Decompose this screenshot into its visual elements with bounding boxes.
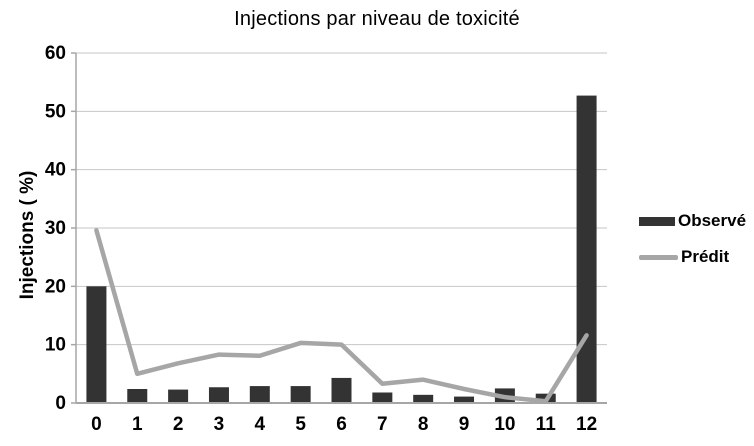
x-tick-label: 12 <box>576 414 597 435</box>
legend: Observé Prédit <box>639 210 754 282</box>
chart-title: Injections par niveau de toxicité <box>234 8 520 30</box>
x-tick-label: 9 <box>459 414 470 435</box>
bar-observe-12 <box>576 95 597 403</box>
predicted-line-swatch <box>639 254 678 260</box>
y-tick-label: 30 <box>45 218 66 239</box>
bar-observe-5 <box>290 386 311 403</box>
y-tick-label: 0 <box>55 393 66 414</box>
bar-observe-6 <box>331 377 352 403</box>
x-tick-label: 6 <box>336 414 347 435</box>
x-tick-label: 4 <box>255 414 266 435</box>
bar-observe-2 <box>168 389 189 403</box>
bar-observe-4 <box>249 386 270 403</box>
x-tick-label: 7 <box>377 414 388 435</box>
bar-observe-0 <box>86 286 107 403</box>
x-tick-label: 2 <box>173 414 184 435</box>
y-tick-label: 10 <box>45 335 66 356</box>
x-tick-label: 8 <box>418 414 429 435</box>
y-tick-label: 20 <box>45 276 66 297</box>
legend-item-observe: Observé <box>639 210 754 232</box>
legend-item-predit: Prédit <box>639 246 754 268</box>
x-tick-label: 0 <box>91 414 102 435</box>
y-tick-label: 40 <box>45 160 66 181</box>
legend-label-observe: Observé <box>678 211 747 230</box>
bar-observe-7 <box>372 392 393 403</box>
x-tick-label: 3 <box>214 414 225 435</box>
bar-observe-1 <box>127 389 148 403</box>
bar-observe-9 <box>454 396 475 403</box>
y-tick-label: 60 <box>45 43 66 64</box>
x-tick-label: 1 <box>132 414 143 435</box>
observed-bar-swatch <box>639 216 675 226</box>
bar-observe-8 <box>413 394 434 403</box>
bar-observe-3 <box>208 387 229 403</box>
legend-label-predit: Prédit <box>681 247 730 266</box>
x-tick-label: 11 <box>536 414 557 435</box>
x-tick-label: 5 <box>295 414 306 435</box>
x-tick-label: 10 <box>494 414 515 435</box>
predit-line <box>94 228 589 404</box>
y-tick-label: 50 <box>45 101 66 122</box>
